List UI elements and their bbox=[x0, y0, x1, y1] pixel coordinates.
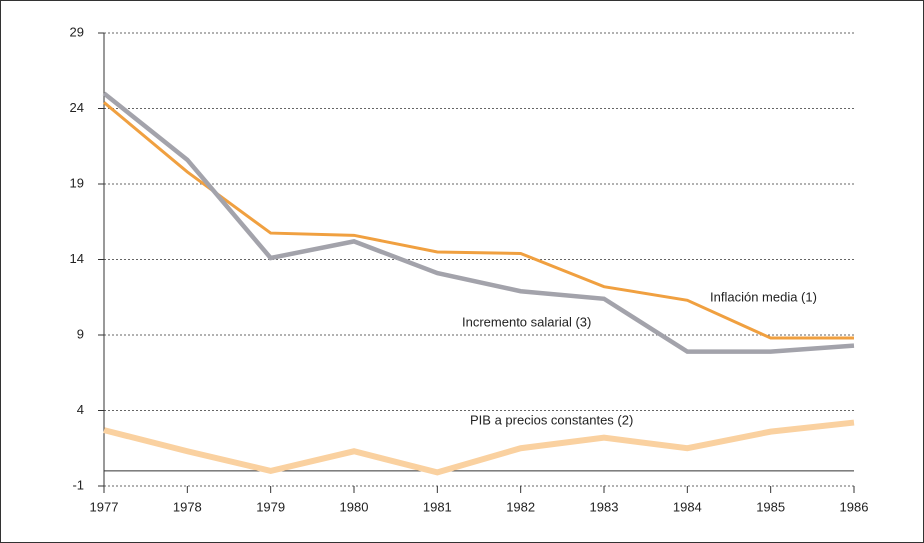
series-label: Incremento salarial (3) bbox=[462, 314, 591, 329]
y-tick-label: -1 bbox=[72, 477, 84, 492]
series-line bbox=[103, 419, 855, 476]
series-line bbox=[103, 101, 854, 340]
series-label: Inflación media (1) bbox=[710, 289, 817, 304]
y-tick-label: 19 bbox=[70, 175, 84, 190]
y-tick-label: 14 bbox=[70, 251, 84, 266]
x-tick-label: 1977 bbox=[90, 499, 119, 514]
series-line bbox=[102, 91, 855, 354]
x-tick-label: 1986 bbox=[840, 499, 869, 514]
x-tick-label: 1979 bbox=[256, 499, 285, 514]
y-tick-label: 24 bbox=[70, 100, 84, 115]
x-tick-label: 1985 bbox=[756, 499, 785, 514]
x-tick-label: 1978 bbox=[173, 499, 202, 514]
x-tick-label: 1981 bbox=[423, 499, 452, 514]
x-tick-label: 1982 bbox=[506, 499, 535, 514]
x-tick-label: 1980 bbox=[340, 499, 369, 514]
series-label: PIB a precios constantes (2) bbox=[470, 412, 633, 427]
x-tick-label: 1983 bbox=[590, 499, 619, 514]
y-tick-label: 9 bbox=[77, 326, 84, 341]
x-tick-label: 1984 bbox=[673, 499, 702, 514]
y-tick-label: 29 bbox=[70, 24, 84, 39]
y-tick-label: 4 bbox=[77, 402, 84, 417]
